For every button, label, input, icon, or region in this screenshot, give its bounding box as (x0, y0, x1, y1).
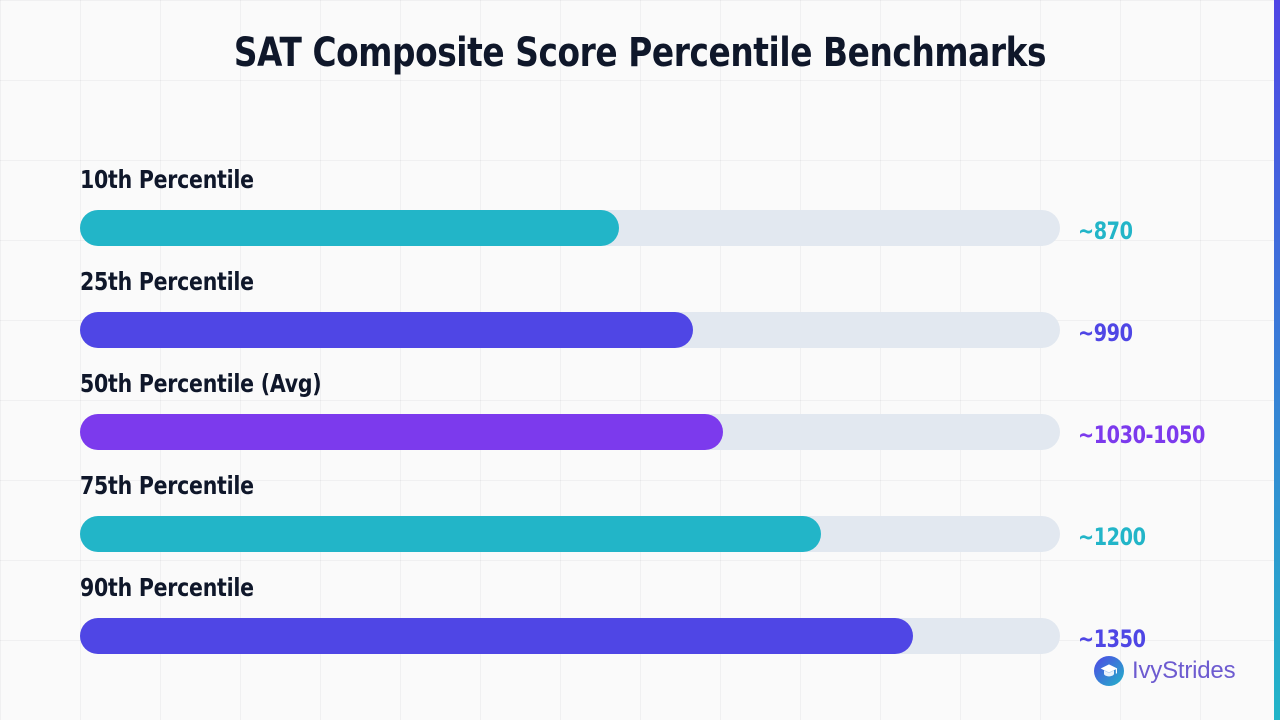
bar (80, 516, 821, 552)
bar-value-label: ~1200 (1078, 523, 1146, 551)
bar-value-label: ~870 (1078, 217, 1133, 245)
bar-row: 50th Percentile (Avg) ~1030-1050 (80, 368, 1240, 458)
graduation-cap-glyph (1100, 664, 1118, 677)
bar-row: 25th Percentile ~990 (80, 266, 1240, 356)
bar-row: 90th Percentile ~1350 (80, 572, 1240, 662)
bar-row: 10th Percentile ~870 (80, 164, 1240, 254)
bar-category-label: 75th Percentile (80, 471, 254, 500)
bar (80, 312, 693, 348)
bar-row: 75th Percentile ~1200 (80, 470, 1240, 560)
bar-track (80, 516, 1060, 552)
bar-track (80, 618, 1060, 654)
bar-category-label: 50th Percentile (Avg) (80, 369, 322, 398)
bar-track (80, 210, 1060, 246)
bar (80, 618, 913, 654)
bar-value-label: ~990 (1078, 319, 1133, 347)
graduation-cap-icon (1094, 656, 1124, 686)
bar (80, 414, 723, 450)
bar-value-label: ~1030-1050 (1078, 421, 1205, 449)
brand-name: IvyStrides (1132, 657, 1236, 684)
bar-category-label: 90th Percentile (80, 573, 254, 602)
brand-logo: IvyStrides (1094, 655, 1236, 687)
chart-title: SAT Composite Score Percentile Benchmark… (233, 30, 1047, 76)
bar (80, 210, 619, 246)
bar-track (80, 312, 1060, 348)
bar-track (80, 414, 1060, 450)
accent-edge (1274, 0, 1280, 720)
bar-value-label: ~1350 (1078, 625, 1146, 653)
bar-category-label: 10th Percentile (80, 165, 254, 194)
bar-category-label: 25th Percentile (80, 267, 254, 296)
